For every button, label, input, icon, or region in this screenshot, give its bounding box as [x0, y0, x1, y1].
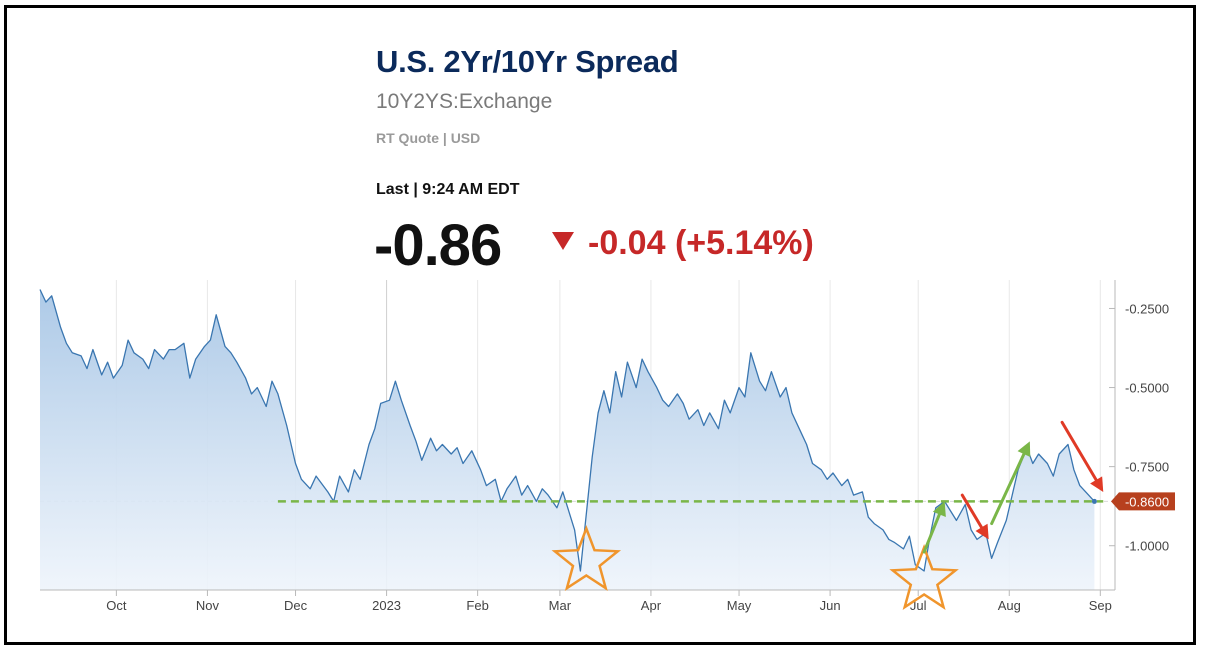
triangle-down-icon	[552, 232, 574, 250]
star-icon	[551, 524, 622, 592]
series-last-point	[1091, 498, 1097, 504]
quote-type-label: RT Quote | USD	[376, 130, 481, 146]
x-tick-label: 2023	[372, 598, 401, 613]
current-value-label: -0.8600	[1125, 494, 1169, 509]
page-title: U.S. 2Yr/10Yr Spread	[376, 44, 679, 79]
arrow-head-icon	[1017, 441, 1031, 457]
x-tick-label: Jul	[910, 598, 927, 613]
x-tick-label: Nov	[196, 598, 220, 613]
x-tick-label: Mar	[549, 598, 572, 613]
chart-annotations	[277, 420, 1104, 611]
series-area-fill	[40, 289, 1095, 590]
arrow-shaft	[922, 512, 941, 554]
x-tick-label: Feb	[466, 598, 488, 613]
x-tick-label: Jun	[820, 598, 841, 613]
y-tick-label: -0.7500	[1125, 460, 1169, 475]
x-tick-label: Dec	[284, 598, 308, 613]
series-line	[39, 289, 1095, 572]
chart-area-layer	[39, 289, 1097, 590]
price-change-value: -0.04 (+5.14%)	[588, 224, 814, 262]
last-price-value: -0.86	[374, 213, 502, 278]
current-value-badge	[1111, 492, 1175, 511]
y-tick-label: -0.2500	[1125, 301, 1169, 316]
x-tick-label: Apr	[641, 598, 662, 613]
arrow-head-icon	[932, 501, 946, 518]
symbol-label: 10Y2YS:Exchange	[376, 90, 553, 113]
star-icon	[889, 543, 959, 611]
x-tick-label: Aug	[998, 598, 1021, 613]
chart-axes: Oct Nov Dec 2023 Feb Mar Apr May Jun Jul Aug Sep -0.…	[40, 280, 1175, 613]
y-tick-label: -0.5000	[1125, 381, 1169, 396]
arrow-head-icon	[1090, 476, 1104, 492]
arrow-shaft	[960, 493, 984, 529]
arrow-shaft	[990, 452, 1026, 526]
quote-header: U.S. 2Yr/10Yr Spread 10Y2YS:Exchange RT …	[0, 0, 1206, 280]
x-tick-label: May	[727, 598, 752, 613]
last-updated-label: Last | 9:24 AM EDT	[376, 181, 520, 198]
arrow-head-icon	[975, 523, 989, 540]
x-tick-label: Sep	[1089, 598, 1112, 613]
x-tick-label: Oct	[106, 598, 127, 613]
y-tick-label: -1.0000	[1125, 539, 1169, 554]
arrow-shaft	[1060, 420, 1098, 482]
